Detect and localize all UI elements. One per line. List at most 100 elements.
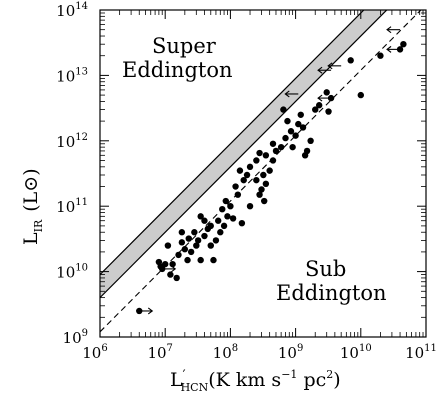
data-point-40 [258, 186, 265, 193]
data-point-42 [262, 180, 270, 188]
data-point-74 [246, 203, 254, 210]
data-point-19 [207, 242, 214, 249]
data-point-59 [253, 157, 260, 164]
data-point-23 [201, 217, 208, 224]
plot-frame [99, 9, 427, 338]
y-tick-labels: 109 1010 1011 1012 1013 1014 [56, 1, 88, 347]
data-point-4 [167, 271, 174, 278]
data-point-17 [201, 232, 208, 240]
limit-arrows [139, 26, 401, 315]
data-point-44 [266, 167, 273, 174]
data-point-5 [173, 274, 180, 282]
y-tick-label-0: 109 [63, 328, 88, 347]
x-tick-label-0: 106 [82, 343, 107, 362]
data-point-39 [256, 191, 263, 198]
data-point-16 [194, 237, 202, 244]
limit-arrow-5 [327, 62, 342, 70]
y-axis-unit-end: ) [20, 168, 42, 175]
y-tick-label-3: 1012 [56, 132, 88, 151]
data-point-38 [253, 176, 260, 184]
super-eddington-label-line1: Super [152, 34, 217, 58]
super-eddington-label-line2: Eddington [122, 58, 233, 82]
data-point-50 [287, 128, 295, 135]
data-point-49 [282, 134, 289, 142]
data-point-58 [284, 117, 291, 125]
eddington-band-fill [100, 10, 387, 298]
data-point-21 [212, 237, 220, 244]
y-tick-label-2: 1011 [56, 197, 88, 216]
x-axis-unit-exp2: 2 [326, 368, 333, 381]
data-point-41 [261, 197, 268, 205]
y-axis-symbol: L [20, 232, 42, 245]
data-point-28 [224, 213, 231, 220]
data-point-64 [315, 102, 323, 109]
data-point-24 [197, 213, 204, 220]
data-point-3 [162, 260, 169, 268]
limit-arrow-1 [162, 265, 177, 273]
data-point-63 [312, 106, 319, 113]
data-point-25 [215, 217, 222, 224]
x-axis-unit: (K km s [208, 369, 281, 391]
data-point-54 [297, 111, 304, 118]
data-point-51 [292, 132, 299, 139]
data-point-53 [289, 143, 296, 151]
data-point-48 [277, 143, 285, 151]
eddington-band-upper-line [100, 10, 365, 276]
eddington-band-lower-line [100, 10, 388, 299]
data-point-6 [169, 260, 176, 268]
data-point-20 [210, 256, 217, 264]
data-point-70 [377, 52, 384, 59]
data-point-73 [238, 219, 246, 227]
y-tick-label-1: 1010 [56, 263, 88, 282]
data-point-30 [229, 215, 237, 222]
x-tick-label-2: 108 [213, 343, 238, 362]
data-point-69 [357, 91, 364, 99]
limit-arrow-2 [284, 90, 299, 98]
y-axis-label: LIR (L⊙) [20, 168, 45, 245]
data-point-65 [323, 89, 330, 96]
x-axis-prime: ′ [183, 368, 186, 383]
eddington-band [100, 10, 388, 299]
data-point-9 [178, 239, 186, 246]
x-axis-unit-mid: pc [297, 369, 326, 391]
y-axis-unit-symbol: ⊙ [20, 176, 42, 192]
x-tick-label-3: 109 [278, 343, 303, 362]
x-axis-symbol: L [170, 369, 183, 391]
data-point-36 [243, 171, 251, 179]
data-point-26 [217, 229, 224, 236]
data-point-32 [222, 197, 229, 205]
x-axis-unit-exp1: −1 [281, 368, 297, 381]
data-point-15 [197, 256, 204, 264]
data-point-45 [269, 157, 277, 164]
data-point-60 [269, 140, 277, 147]
x-axis-subscript: HCN [181, 381, 209, 394]
data-point-47 [272, 147, 280, 155]
sub-eddington-dashed-line [100, 10, 422, 333]
sub-eddington-label-line1: Sub [305, 257, 346, 281]
data-point-13 [191, 229, 198, 236]
data-point-10 [185, 235, 192, 242]
data-point-78 [232, 183, 239, 190]
sub-eddington-label-line2: Eddington [276, 281, 387, 305]
limit-arrow-6 [386, 26, 401, 34]
data-point-79 [256, 149, 263, 157]
data-point-68 [347, 57, 354, 64]
data-point-37 [246, 163, 254, 171]
x-axis-unit-end: ) [333, 369, 340, 391]
data-point-67 [325, 108, 332, 115]
data-point-34 [240, 176, 247, 184]
limit-arrow-3 [317, 66, 332, 74]
data-point-7 [175, 251, 182, 259]
data-point-62 [307, 137, 314, 144]
data-point-11 [184, 256, 191, 264]
axis-ticks [99, 9, 427, 338]
limit-arrow-0 [139, 307, 154, 315]
data-point-12 [187, 248, 195, 256]
data-point-76 [164, 242, 172, 249]
data-points [136, 40, 407, 315]
data-point-31 [219, 205, 226, 213]
data-point-57 [303, 147, 311, 155]
data-point-8 [181, 246, 189, 253]
data-point-75 [178, 229, 186, 236]
